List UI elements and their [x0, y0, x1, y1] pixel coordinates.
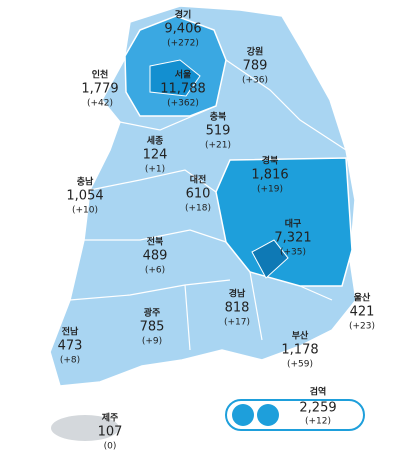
region-change: (+362) — [167, 99, 199, 109]
region-count: 473 — [58, 339, 83, 354]
region-name: 검역 — [310, 386, 327, 398]
region-name: 울산 — [354, 292, 371, 304]
airplane-icon — [232, 404, 254, 426]
region-change: (+272) — [167, 39, 199, 49]
region-count: 9,406 — [164, 22, 201, 37]
region-name: 경남 — [229, 288, 246, 300]
region-name: 대구 — [285, 218, 302, 230]
region-count: 1,054 — [66, 189, 103, 204]
region-name: 제주 — [102, 412, 119, 424]
region-name: 경북 — [262, 155, 279, 167]
region-change: (+6) — [145, 266, 165, 276]
peninsula — [49, 5, 357, 387]
region-name: 서울 — [175, 69, 192, 81]
region-change: (+35) — [280, 248, 306, 258]
region-change: (+59) — [287, 360, 313, 370]
daegu-area — [251, 239, 289, 279]
region-count: 519 — [206, 124, 231, 139]
region-count: 785 — [140, 320, 165, 335]
region-name: 전남 — [62, 326, 79, 338]
region-name: 세종 — [147, 135, 164, 147]
region-change: (+21) — [205, 141, 231, 151]
region-count: 7,321 — [274, 231, 311, 246]
region-name: 전북 — [147, 236, 164, 248]
region-count: 1,779 — [81, 82, 118, 97]
region-count: 11,788 — [160, 82, 206, 97]
region-change: (+8) — [60, 356, 80, 366]
region-name: 경기 — [175, 9, 192, 21]
region-count: 107 — [98, 425, 123, 440]
region-change: (+18) — [185, 204, 211, 214]
region-change: (+19) — [257, 185, 283, 195]
region-count: 1,178 — [281, 343, 318, 358]
region-name: 충북 — [210, 111, 227, 123]
region-count: 2,259 — [299, 401, 336, 416]
region-name: 강원 — [247, 46, 264, 58]
region-name: 대전 — [190, 174, 207, 186]
region-change: (+9) — [142, 337, 162, 347]
ship-icon — [257, 404, 279, 426]
region-name: 광주 — [144, 307, 161, 319]
region-count: 789 — [243, 59, 268, 74]
region-count: 421 — [350, 305, 375, 320]
region-count: 610 — [186, 187, 211, 202]
region-count: 489 — [143, 249, 168, 264]
region-name: 충남 — [77, 176, 94, 188]
region-change: (+23) — [349, 322, 375, 332]
region-change: (0) — [104, 442, 117, 452]
region-change: (+1) — [145, 165, 165, 175]
region-change: (+42) — [87, 99, 113, 109]
region-change: (+10) — [72, 206, 98, 216]
region-change: (+12) — [305, 417, 331, 427]
jeju-island — [51, 415, 119, 441]
region-name: 인천 — [92, 70, 109, 81]
region-count: 1,816 — [251, 168, 288, 183]
region-change: (+17) — [224, 318, 250, 328]
region-count: 124 — [143, 148, 168, 163]
region-name: 부산 — [292, 330, 309, 342]
region-change: (+36) — [242, 76, 268, 86]
region-borders — [69, 59, 347, 351]
seoul-area — [149, 59, 201, 97]
region-count: 818 — [225, 301, 250, 316]
